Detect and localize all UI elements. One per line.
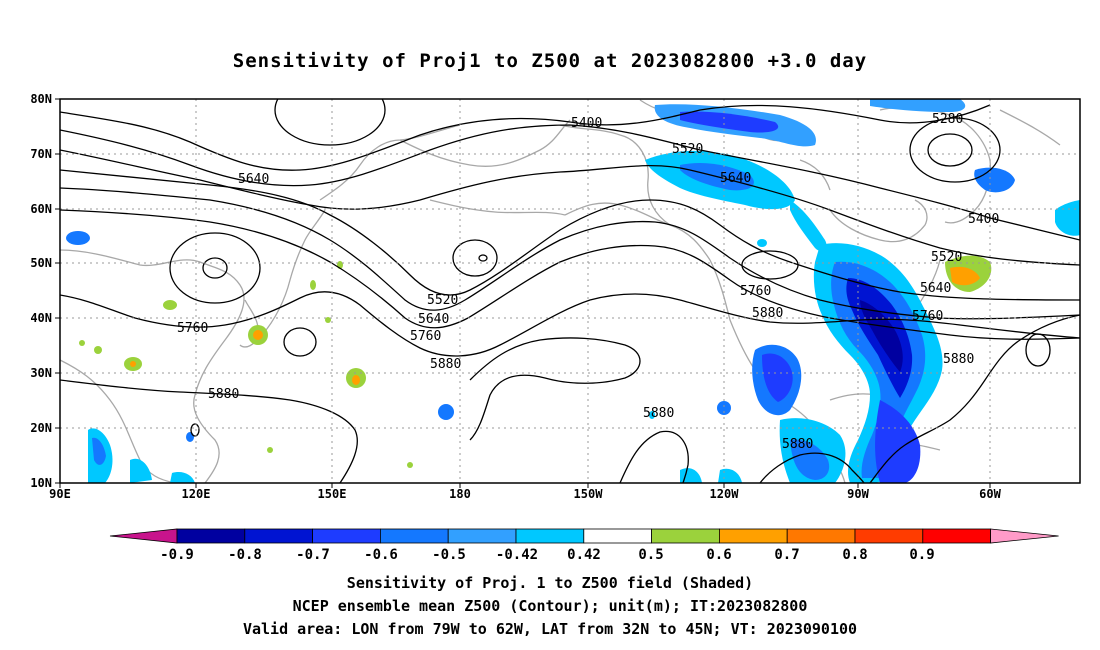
map-title: Sensitivity of Proj1 to Z500 at 20230828… — [232, 50, 868, 72]
colorbar-swatch — [379, 528, 449, 544]
colorbar-swatch — [786, 528, 856, 544]
contour-label: 5880 — [782, 437, 813, 452]
longitude-labels: 90E 120E 150E 180 150W 120W 90W 60W — [49, 487, 1001, 501]
sensitivity-shading — [66, 99, 1080, 483]
colorbar-label: 0.42 — [567, 547, 601, 563]
contour-label: 5640 — [920, 281, 951, 296]
colorbar-label: 0.6 — [706, 547, 731, 563]
colorbar-label: 0.5 — [638, 547, 663, 563]
colorbar-swatch — [651, 528, 720, 544]
lat-label: 10N — [30, 476, 52, 490]
footer-line-3: Valid area: LON from 79W to 62W, LAT fro… — [242, 620, 858, 638]
map-frame — [59, 98, 1081, 484]
colorbar-swatch — [244, 528, 314, 544]
colorbar-label: 0.9 — [909, 547, 934, 563]
colorbar-swatch — [922, 528, 991, 544]
colorbar-label: -0.42 — [496, 547, 538, 563]
contour-label: 5880 — [643, 406, 674, 421]
colorbar-label: -0.9 — [160, 547, 194, 563]
lat-label: 70N — [30, 147, 52, 161]
lat-label: 60N — [30, 202, 52, 216]
footer-line-2: NCEP ensemble mean Z500 (Contour); unit(… — [292, 597, 808, 615]
contour-label: 5760 — [177, 321, 208, 336]
map-gridlines — [60, 99, 1080, 483]
colorbar — [109, 528, 1059, 544]
lat-label: 20N — [30, 421, 52, 435]
colorbar-swatch — [447, 528, 517, 544]
lon-label: 90W — [847, 487, 869, 501]
lat-label: 40N — [30, 311, 52, 325]
colorbar-label: -0.5 — [432, 547, 466, 563]
lon-label: 150W — [574, 487, 604, 501]
contour-label: 5400 — [571, 116, 602, 131]
colorbar-label: 0.8 — [842, 547, 867, 563]
lon-label: 90E — [49, 487, 71, 501]
axis-ticks — [55, 98, 991, 488]
lon-label: 150E — [318, 487, 347, 501]
colorbar-label: -0.7 — [296, 547, 330, 563]
colorbar-labels: -0.9 -0.8 -0.7 -0.6 -0.5 -0.42 0.42 0.5 … — [160, 547, 935, 563]
colorbar-swatch — [515, 528, 585, 544]
colorbar-label: -0.8 — [228, 547, 262, 563]
colorbar-swatch — [583, 528, 652, 544]
lon-label: 60W — [979, 487, 1001, 501]
footer-line-1: Sensitivity of Proj. 1 to Z500 field (Sh… — [346, 574, 754, 592]
colorbar-arrow-right — [990, 528, 1059, 544]
lat-label: 80N — [30, 92, 52, 106]
contour-label: 5880 — [430, 357, 461, 372]
contour-label: 5520 — [672, 142, 703, 157]
contour-label: 5520 — [427, 293, 458, 308]
contour-label: 5760 — [410, 329, 441, 344]
colorbar-swatch — [854, 528, 924, 544]
latitude-labels: 80N 70N 60N 50N 40N 30N 20N 10N — [30, 92, 52, 490]
colorbar-swatch — [312, 528, 381, 544]
contour-label: 5640 — [720, 171, 751, 186]
lat-label: 30N — [30, 366, 52, 380]
lon-label: 120E — [182, 487, 211, 501]
z500-contours — [60, 99, 1080, 483]
contour-label: 5400 — [968, 212, 999, 227]
contour-label: 5880 — [752, 306, 783, 321]
colorbar-label: -0.6 — [364, 547, 398, 563]
lat-label: 50N — [30, 256, 52, 270]
contour-label: 5280 — [932, 112, 963, 127]
colorbar-arrow-left — [109, 528, 178, 544]
colorbar-swatch — [176, 528, 246, 544]
contour-label: 5880 — [208, 387, 239, 402]
contour-label: 5880 — [943, 352, 974, 367]
contour-labels: 5400 5280 5520 5640 5640 5400 5520 5640 … — [177, 112, 999, 452]
contour-label: 5640 — [418, 312, 449, 327]
contour-label: 5760 — [740, 284, 771, 299]
colorbar-swatch — [719, 528, 788, 544]
contour-label: 5520 — [931, 250, 962, 265]
contour-label: 5760 — [912, 309, 943, 324]
contour-label: 5640 — [238, 172, 269, 187]
lon-label: 180 — [449, 487, 471, 501]
lon-label: 120W — [710, 487, 740, 501]
colorbar-label: 0.7 — [774, 547, 799, 563]
